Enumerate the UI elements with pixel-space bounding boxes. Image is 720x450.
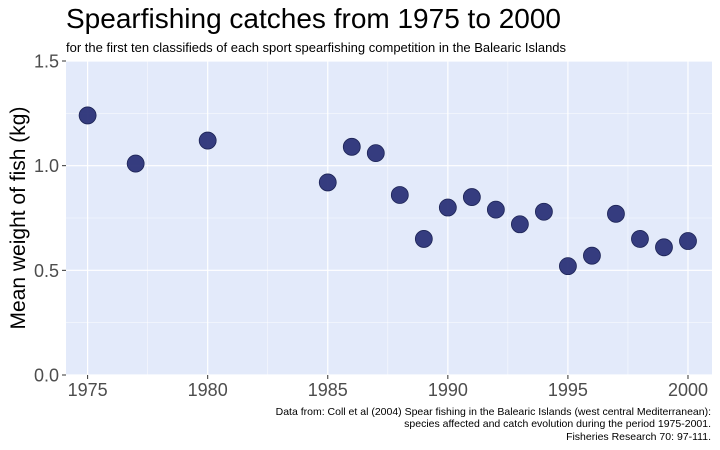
- x-tick-label: 1990: [428, 380, 468, 400]
- chart-subtitle: for the first ten classifieds of each sp…: [66, 40, 567, 55]
- data-point-1994: [534, 202, 553, 221]
- data-point-1989: [414, 230, 433, 248]
- y-axis-label: Mean weight of fish (kg): [7, 107, 30, 330]
- y-tick-label: 1.5: [34, 52, 59, 72]
- data-point-1991: [462, 188, 481, 206]
- data-point-1995: [559, 257, 577, 276]
- y-tick-label: 0.5: [34, 261, 59, 281]
- x-tick-label: 1995: [548, 380, 588, 400]
- y-axis-tick-labels: 0.0 0.5 1.0 1.5: [34, 52, 59, 386]
- data-point-1980: [198, 131, 217, 150]
- caption-line-2: species affected and catch evolution dur…: [404, 418, 711, 430]
- data-point-2000: [679, 232, 697, 250]
- data-point-1997: [607, 204, 625, 223]
- axis-ticks: [62, 60, 689, 379]
- data-point-1988: [390, 186, 409, 204]
- x-tick-label: 1980: [188, 380, 228, 400]
- data-point-1998: [631, 230, 649, 248]
- data-point-1993: [510, 215, 529, 234]
- x-tick-label: 1975: [68, 380, 108, 400]
- data-point-1996: [583, 246, 601, 265]
- minor-gridlines: [66, 61, 712, 375]
- data-point-1975: [78, 106, 97, 125]
- data-point-1990: [438, 198, 457, 217]
- data-point-1987: [366, 144, 385, 163]
- data-point-1992: [486, 200, 505, 219]
- caption-line-3: Fisheries Research 70: 97-111.: [566, 431, 711, 443]
- data-point-1999: [655, 238, 673, 257]
- data-point-1985: [318, 173, 337, 192]
- y-tick-label: 0.0: [34, 366, 59, 386]
- data-point-1986: [342, 137, 361, 156]
- x-tick-label: 2000: [668, 380, 708, 400]
- chart-title: Spearfishing catches from 1975 to 2000: [66, 3, 561, 34]
- y-tick-label: 1.0: [34, 156, 59, 176]
- x-tick-label: 1985: [308, 380, 348, 400]
- data-points: [78, 106, 697, 276]
- caption-line-1: Data from: Coll et al (2004) Spear fishi…: [276, 406, 711, 418]
- data-point-1977: [126, 154, 145, 173]
- x-axis-tick-labels: 1975 1980 1985 1990 1995 2000: [68, 380, 708, 400]
